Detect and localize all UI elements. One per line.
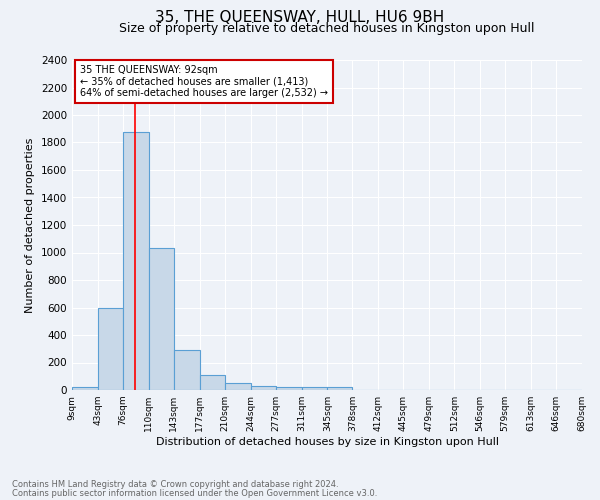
Bar [225,383,251,390]
Title: Size of property relative to detached houses in Kingston upon Hull: Size of property relative to detached ho… [119,22,535,35]
Bar [251,386,275,390]
Text: 35 THE QUEENSWAY: 92sqm
← 35% of detached houses are smaller (1,413)
64% of semi: 35 THE QUEENSWAY: 92sqm ← 35% of detache… [80,65,328,98]
Bar [72,386,98,390]
X-axis label: Distribution of detached houses by size in Kingston upon Hull: Distribution of detached houses by size … [155,437,499,447]
Y-axis label: Number of detached properties: Number of detached properties [25,138,35,312]
Bar [123,132,149,390]
Text: Contains HM Land Registry data © Crown copyright and database right 2024.: Contains HM Land Registry data © Crown c… [12,480,338,489]
Text: Contains public sector information licensed under the Open Government Licence v3: Contains public sector information licen… [12,488,377,498]
Bar [328,387,352,390]
Bar [98,308,123,390]
Bar [149,248,174,390]
Bar [302,387,328,390]
Bar [275,387,302,390]
Bar [174,350,200,390]
Text: 35, THE QUEENSWAY, HULL, HU6 9BH: 35, THE QUEENSWAY, HULL, HU6 9BH [155,10,445,25]
Bar [200,375,225,390]
